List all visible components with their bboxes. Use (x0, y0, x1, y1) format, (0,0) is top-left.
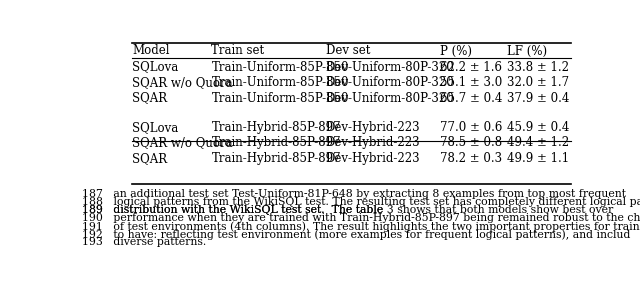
Text: 188   logical patterns from the WikiSQL test. The resulting test set has complet: 188 logical patterns from the WikiSQL te… (83, 197, 640, 207)
Text: 45.9 ± 0.4: 45.9 ± 0.4 (507, 121, 569, 134)
Text: 192   to have: reflecting test environment (more examples for frequent logical p: 192 to have: reflecting test environment… (83, 229, 631, 240)
Text: 65.7 ± 0.4: 65.7 ± 0.4 (440, 91, 502, 104)
Text: SQLova: SQLova (132, 61, 179, 74)
Text: Dev-Uniform-80P-320: Dev-Uniform-80P-320 (326, 91, 454, 104)
Text: 187   an additional test set Test-Uniform-81P-648 by extracting 8 examples from : 187 an additional test set Test-Uniform-… (83, 189, 627, 199)
Text: SQAR: SQAR (132, 91, 167, 104)
Text: 33.8 ± 1.2: 33.8 ± 1.2 (507, 61, 568, 74)
Text: 78.2 ± 0.3: 78.2 ± 0.3 (440, 152, 502, 165)
Text: 49.4 ± 1.2: 49.4 ± 1.2 (507, 136, 569, 149)
Text: Dev set: Dev set (326, 44, 370, 57)
Text: 193   diverse patterns.: 193 diverse patterns. (83, 237, 207, 248)
Text: Train set: Train set (211, 44, 264, 57)
Text: 189   distribution with the WikiSQL test set.  The table: 189 distribution with the WikiSQL test s… (83, 205, 387, 215)
Text: Model: Model (132, 44, 170, 57)
Text: 77.0 ± 0.6: 77.0 ± 0.6 (440, 121, 502, 134)
Text: P (%): P (%) (440, 44, 472, 57)
Text: Train-Uniform-85P-850: Train-Uniform-85P-850 (211, 76, 349, 89)
Text: Dev-Uniform-80P-320: Dev-Uniform-80P-320 (326, 76, 454, 89)
Text: Train-Hybrid-85P-897: Train-Hybrid-85P-897 (211, 136, 341, 149)
Text: Train-Hybrid-85P-897: Train-Hybrid-85P-897 (211, 121, 341, 134)
Text: 62.2 ± 1.6: 62.2 ± 1.6 (440, 61, 502, 74)
Text: Train-Uniform-85P-850: Train-Uniform-85P-850 (211, 61, 349, 74)
Text: 190   performance when they are trained with Train-Hybrid-85P-897 being remained: 190 performance when they are trained wi… (83, 213, 640, 223)
Text: 49.9 ± 1.1: 49.9 ± 1.1 (507, 152, 569, 165)
Text: LF (%): LF (%) (507, 44, 547, 57)
Text: 55.1 ± 3.0: 55.1 ± 3.0 (440, 76, 502, 89)
Text: SQAR w/o Quora: SQAR w/o Quora (132, 76, 233, 89)
Text: 191   of test environments (4th columns). The result highlights the two importan: 191 of test environments (4th columns). … (83, 221, 640, 232)
Text: SQLova: SQLova (132, 121, 179, 134)
Text: SQAR: SQAR (132, 152, 167, 165)
Text: 37.9 ± 0.4: 37.9 ± 0.4 (507, 91, 569, 104)
Text: 78.5 ± 0.8: 78.5 ± 0.8 (440, 136, 502, 149)
Text: 189   distribution with the WikiSQL test set.  The table 3 shows that both model: 189 distribution with the WikiSQL test s… (83, 205, 614, 215)
Text: 32.0 ± 1.7: 32.0 ± 1.7 (507, 76, 569, 89)
Text: Train-Uniform-85P-850: Train-Uniform-85P-850 (211, 91, 349, 104)
Text: Train-Hybrid-85P-897: Train-Hybrid-85P-897 (211, 152, 341, 165)
Text: Dev-Hybrid-223: Dev-Hybrid-223 (326, 121, 420, 134)
Text: Dev-Hybrid-223: Dev-Hybrid-223 (326, 152, 420, 165)
Text: Dev-Uniform-80P-320: Dev-Uniform-80P-320 (326, 61, 454, 74)
Text: SQAR w/o Quora: SQAR w/o Quora (132, 136, 233, 149)
Text: Dev-Hybrid-223: Dev-Hybrid-223 (326, 136, 420, 149)
